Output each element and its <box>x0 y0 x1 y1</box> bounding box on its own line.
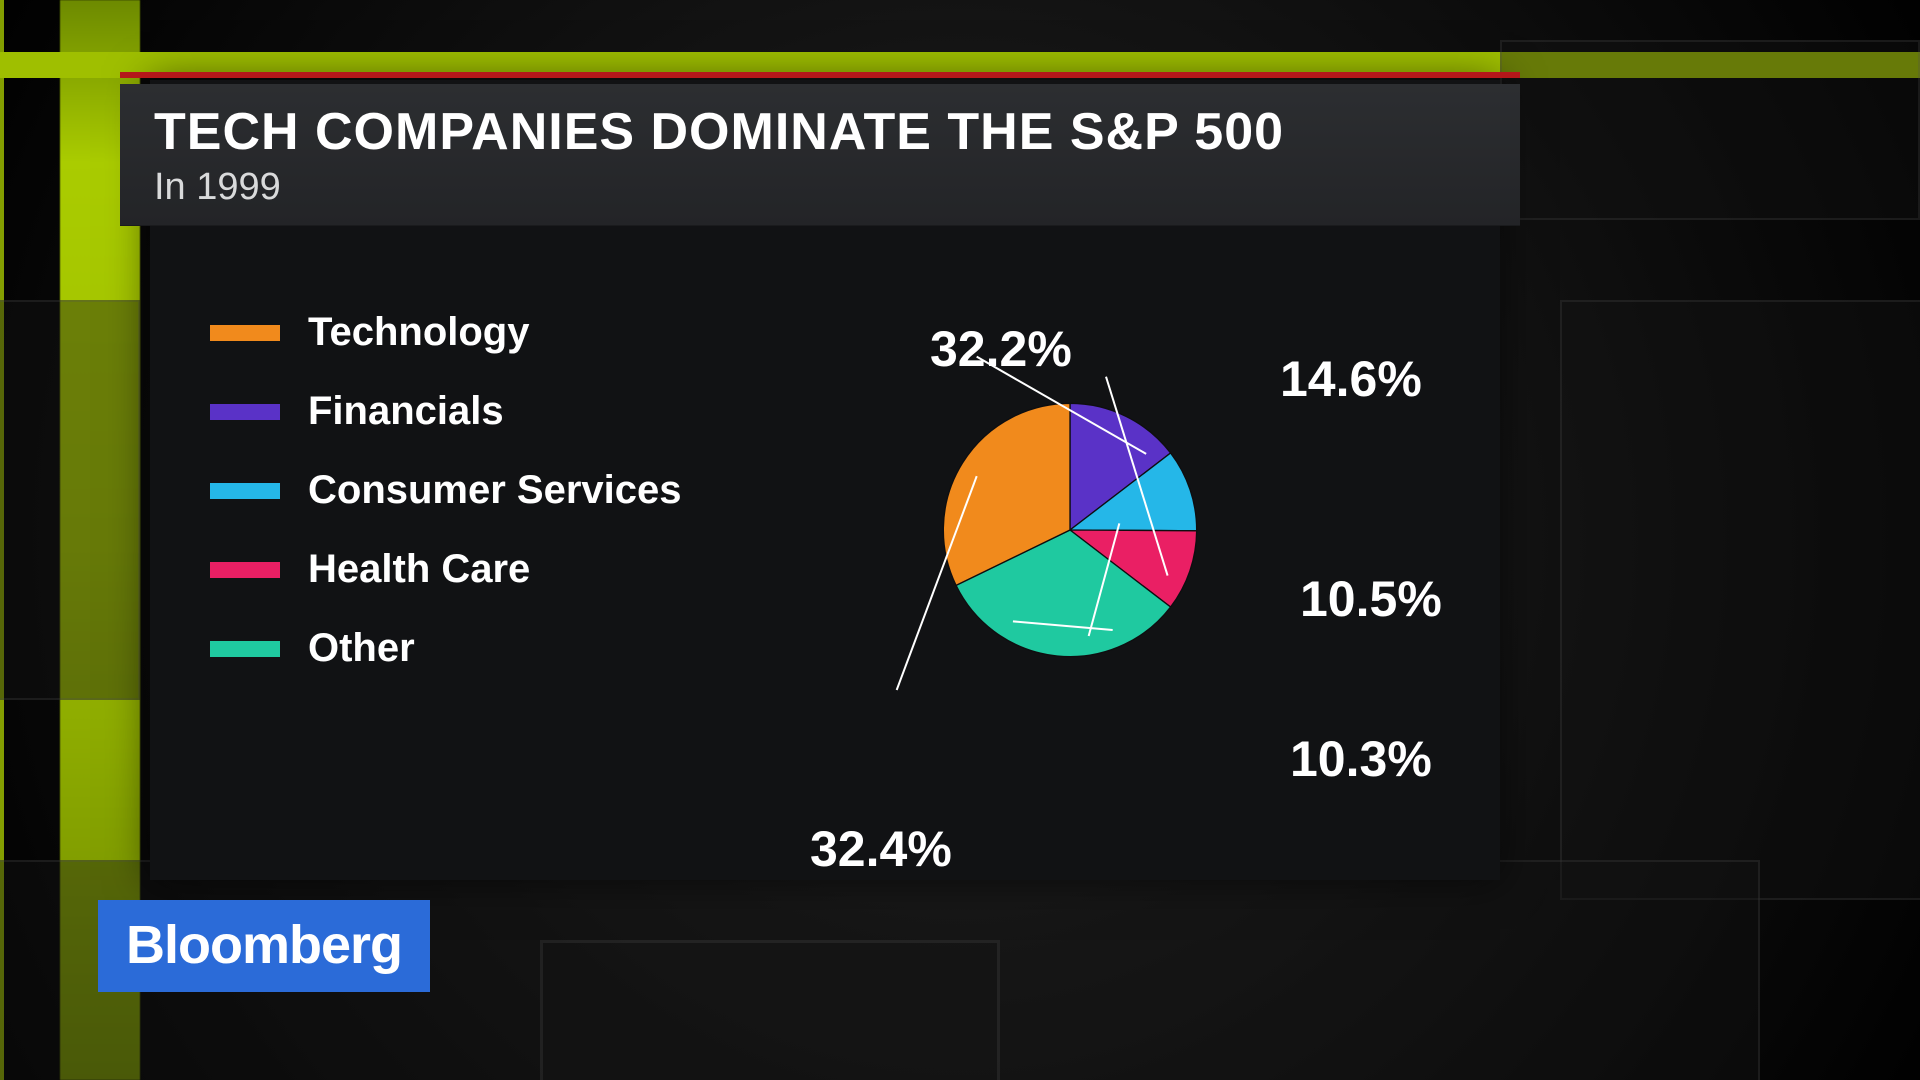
legend-label: Health Care <box>308 547 530 592</box>
legend-item: Other <box>210 626 682 671</box>
legend-swatch <box>210 641 280 657</box>
legend-label: Other <box>308 626 415 671</box>
pie-chart <box>870 330 1270 730</box>
legend-item: Technology <box>210 310 682 355</box>
legend: Technology Financials Consumer Services Hea… <box>210 310 682 671</box>
pie-callout-label: 10.5% <box>1300 570 1442 628</box>
pie-callout-label: 32.4% <box>810 820 952 878</box>
bloomberg-logo: Bloomberg <box>98 900 430 992</box>
legend-swatch <box>210 404 280 420</box>
legend-label: Financials <box>308 389 504 434</box>
legend-swatch <box>210 562 280 578</box>
title-accent-bar <box>120 72 1520 78</box>
chart-subtitle: In 1999 <box>154 166 1486 209</box>
pie-callout-label: 14.6% <box>1280 350 1422 408</box>
legend-label: Technology <box>308 310 529 355</box>
legend-swatch <box>210 483 280 499</box>
legend-swatch <box>210 325 280 341</box>
legend-label: Consumer Services <box>308 468 682 513</box>
legend-item: Consumer Services <box>210 468 682 513</box>
legend-item: Health Care <box>210 547 682 592</box>
legend-item: Financials <box>210 389 682 434</box>
bloomberg-logo-text: Bloomberg <box>126 915 402 975</box>
pie-callout-label: 32.2% <box>930 320 1072 378</box>
chart-title: TECH COMPANIES DOMINATE THE S&P 500 <box>154 102 1486 162</box>
title-bar: TECH COMPANIES DOMINATE THE S&P 500 In 1… <box>120 84 1520 226</box>
pie-callout-label: 10.3% <box>1290 730 1432 788</box>
